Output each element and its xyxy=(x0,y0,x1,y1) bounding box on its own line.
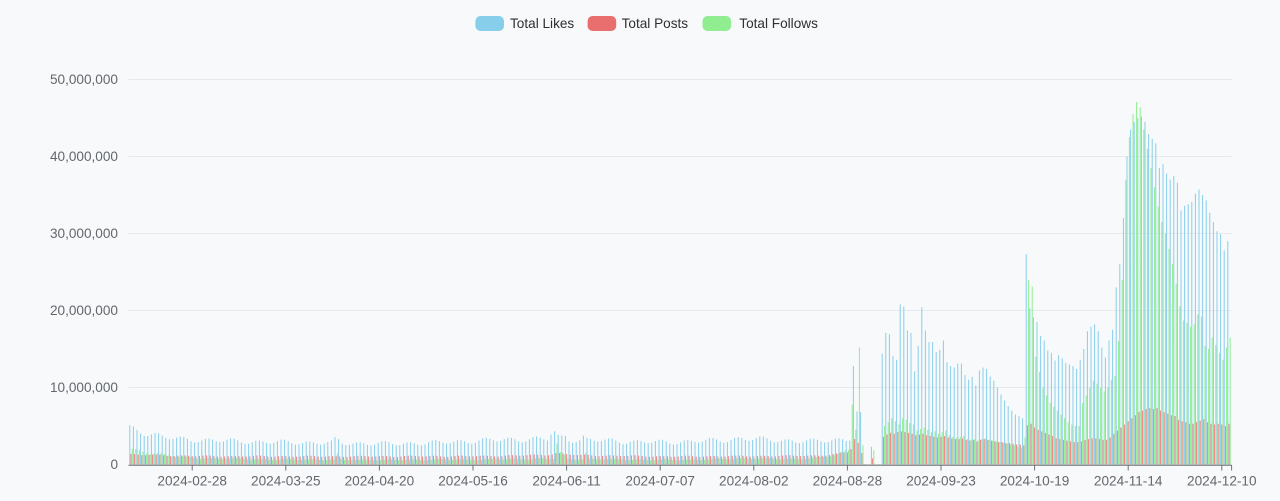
svg-text:2024-10-19: 2024-10-19 xyxy=(1000,473,1070,488)
svg-text:Total Follows: Total Follows xyxy=(739,16,818,31)
svg-text:50,000,000: 50,000,000 xyxy=(50,72,118,87)
svg-text:2024-06-11: 2024-06-11 xyxy=(532,473,601,488)
svg-text:2024-03-25: 2024-03-25 xyxy=(251,473,321,488)
svg-text:2024-04-20: 2024-04-20 xyxy=(345,473,415,488)
svg-text:2024-02-28: 2024-02-28 xyxy=(157,473,227,488)
svg-text:2024-11-14: 2024-11-14 xyxy=(1094,473,1163,488)
svg-text:30,000,000: 30,000,000 xyxy=(50,226,118,241)
svg-text:Total Likes: Total Likes xyxy=(510,16,574,31)
svg-text:2024-09-23: 2024-09-23 xyxy=(906,473,976,488)
svg-text:Total Posts: Total Posts xyxy=(622,16,689,31)
svg-text:0: 0 xyxy=(110,457,118,472)
svg-text:20,000,000: 20,000,000 xyxy=(50,303,118,318)
svg-text:2024-05-16: 2024-05-16 xyxy=(438,473,508,488)
svg-text:2024-07-07: 2024-07-07 xyxy=(625,473,695,488)
svg-text:10,000,000: 10,000,000 xyxy=(50,380,118,395)
svg-text:2024-08-02: 2024-08-02 xyxy=(719,473,789,488)
svg-text:2024-08-28: 2024-08-28 xyxy=(813,473,883,488)
svg-text:40,000,000: 40,000,000 xyxy=(50,149,118,164)
svg-text:2024-12-10: 2024-12-10 xyxy=(1187,473,1257,488)
